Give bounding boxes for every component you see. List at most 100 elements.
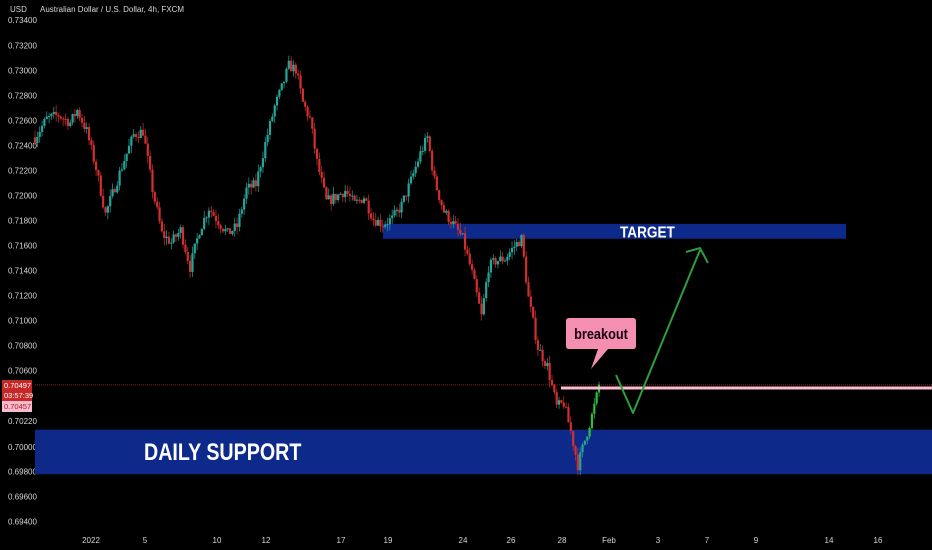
candle-body (134, 134, 138, 138)
candle-body (66, 118, 69, 127)
candle-body (205, 217, 208, 219)
candle-body (243, 198, 246, 210)
x-tick-label: 24 (459, 536, 468, 545)
candle-body (548, 363, 551, 381)
candle-body (264, 142, 267, 159)
candle-body (304, 101, 307, 107)
candle-body (228, 228, 232, 235)
candle-body (433, 170, 436, 177)
candle-body (252, 180, 255, 188)
candle-body (362, 198, 366, 203)
candle-body (579, 452, 582, 471)
candle-body (186, 251, 189, 261)
candle-body (471, 264, 474, 270)
candle-body (353, 195, 356, 201)
candle-body (522, 234, 525, 257)
y-tick-label: 0.70220 (8, 417, 37, 426)
candle-body (297, 73, 300, 76)
candle-body (292, 64, 295, 72)
candle-body (172, 234, 175, 243)
candle-body (546, 363, 549, 366)
x-axis[interactable]: 2022 5 10 12 17 19 24 26 28 Feb 3 7 9 14 16 (82, 536, 883, 545)
candle-body (99, 175, 102, 196)
candle-body (480, 303, 483, 315)
candle-body (395, 209, 398, 211)
candle-body (384, 224, 387, 227)
daily-support-zone (35, 429, 932, 475)
candle-body (189, 260, 192, 272)
breakout-callout-text: breakout (574, 325, 628, 342)
candle-body (318, 158, 321, 173)
candle-body (163, 231, 166, 239)
candle-body (207, 210, 210, 218)
x-tick-label: Feb (602, 536, 616, 545)
projection-path (615, 249, 701, 414)
y-tick-label: 0.73000 (8, 67, 37, 76)
candle-body (407, 183, 410, 197)
candle-body (499, 256, 502, 262)
current-price-badge-text: 0.70497 (4, 381, 31, 390)
candle-body (118, 170, 121, 186)
candle-body (325, 187, 328, 200)
candle-body (106, 206, 109, 213)
candle-body (64, 118, 67, 120)
candle-body (572, 431, 575, 446)
candle-body (555, 392, 558, 405)
candle-body (170, 242, 173, 244)
candle-body (158, 207, 161, 222)
candle-body (398, 209, 401, 213)
candle-body (541, 349, 544, 362)
zones: DAILY SUPPORT TARGET (35, 223, 932, 475)
x-tick-label: 14 (825, 536, 834, 545)
candle-body (532, 306, 535, 318)
candle-body (327, 195, 330, 200)
candle-body (238, 213, 241, 228)
candle-body (581, 444, 584, 453)
y-tick-label: 0.71400 (8, 267, 37, 276)
y-tick-label: 0.69800 (8, 468, 37, 477)
y-tick-label: 0.72600 (8, 117, 37, 126)
candle-body (203, 217, 206, 229)
candle-body (475, 279, 478, 293)
candle-body (409, 176, 413, 184)
candle-body (492, 258, 495, 260)
candle-body (576, 454, 579, 471)
candle-body (69, 122, 72, 127)
candle-body (71, 113, 74, 123)
candle-body (565, 406, 568, 408)
x-tick-label: 7 (705, 536, 710, 545)
candle-body (405, 195, 408, 197)
candle-body (62, 118, 65, 120)
candle-body (590, 413, 594, 428)
candle-body (83, 122, 86, 129)
y-tick-label: 0.71000 (8, 317, 37, 326)
candle-body (459, 229, 462, 235)
candle-body (275, 96, 279, 106)
candle-body (198, 235, 201, 239)
candle-body (137, 137, 140, 139)
candle-body (87, 127, 91, 141)
candle-body (55, 111, 58, 116)
chart-header: USD Australian Dollar / U.S. Dollar, 4h,… (10, 5, 184, 14)
candle-body (489, 259, 492, 273)
x-tick-label: 26 (507, 536, 516, 545)
y-axis[interactable]: 0.73400 0.73200 0.73000 0.72800 0.72600 0.724… (8, 16, 37, 527)
candle-body (231, 231, 234, 235)
y-tick-label: 0.73400 (8, 16, 37, 25)
candle-body (306, 106, 309, 117)
candle-body (160, 221, 163, 232)
candle-body (287, 60, 290, 69)
candle-body (109, 196, 112, 207)
x-tick-label: 3 (656, 536, 661, 545)
candle-body (257, 171, 260, 187)
projection-arrow[interactable] (615, 246, 709, 414)
candle-body (285, 68, 288, 82)
candle-body (174, 234, 178, 237)
candle-body (224, 229, 227, 232)
candle-body (344, 190, 347, 198)
candle-body (557, 400, 561, 405)
candle-body (283, 81, 286, 84)
breakout-callout[interactable]: breakout (566, 318, 636, 369)
x-tick-label: 9 (754, 536, 759, 545)
